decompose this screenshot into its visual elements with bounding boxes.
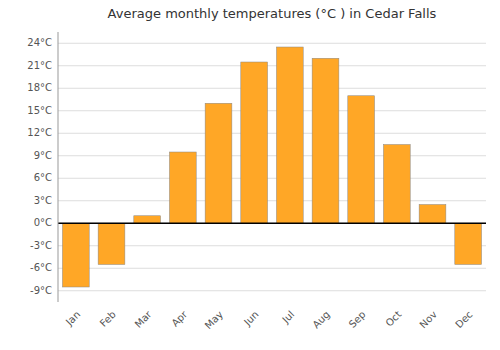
y-tick-label: -6°C [30,262,52,273]
chart-container: -9°C -6°C -3°C 0°C 3°C 6°C 9°C 12°C 15°C 18°C 21°C… [0,0,500,350]
y-tick-label: 9°C [34,150,52,161]
x-tick-label: Jun [241,309,261,329]
bar [169,152,196,223]
bar [419,205,446,224]
x-tick-label: Sep [347,309,368,330]
x-tick-label: Jul [279,309,296,326]
y-tick-label: -3°C [30,240,52,251]
x-tick-label: Dec [453,309,474,330]
bar [98,223,125,264]
grid-line [58,178,486,179]
y-tick-label: 3°C [34,195,52,206]
bar [276,47,303,223]
bar [134,216,161,224]
x-axis: Jan Feb Mar Apr May Jun Jul Aug Sep Oct Nov Dec [63,308,475,331]
grid [58,43,486,291]
bar [205,103,232,223]
x-tick-label: Mar [133,308,155,330]
bar [312,58,339,223]
chart: -9°C -6°C -3°C 0°C 3°C 6°C 9°C 12°C 15°C 18°C 21°C… [0,0,500,350]
bar [455,223,482,264]
bar [241,62,268,223]
y-axis-line [58,32,59,302]
x-tick-label: Aug [310,309,332,331]
y-tick-label: 15°C [27,105,52,116]
x-tick-label: Jan [63,309,82,328]
grid-line [58,268,486,269]
grid-line [58,223,486,224]
x-tick-label: May [203,309,225,331]
grid-line [58,290,486,291]
y-tick-label: -9°C [30,285,52,296]
x-tick-label: Feb [98,309,118,329]
y-tick-label: 0°C [34,217,52,228]
bar [62,223,89,287]
y-tick-label: 12°C [27,127,52,138]
x-tick-label: Oct [383,309,403,329]
grid-line [58,110,486,111]
bars [62,47,481,287]
grid-line [58,88,486,89]
y-tick-label: 24°C [27,37,52,48]
x-tick-label: Apr [169,308,190,329]
grid-line [58,155,486,156]
bar [383,145,410,224]
grid-line [58,43,486,44]
grid-line [58,200,486,201]
y-tick-label: 18°C [27,82,52,93]
y-tick-label: 21°C [27,60,52,71]
grid-line [58,65,486,66]
title: Average monthly temperatures (°C ) in Ce… [108,6,437,21]
x-tick-label: Nov [417,309,439,331]
grid-line [58,133,486,134]
zero-line [58,223,486,225]
y-axis: -9°C -6°C -3°C 0°C 3°C 6°C 9°C 12°C 15°C 18°C 21°C… [27,37,52,296]
bar [348,96,375,224]
y-tick-label: 6°C [34,172,52,183]
